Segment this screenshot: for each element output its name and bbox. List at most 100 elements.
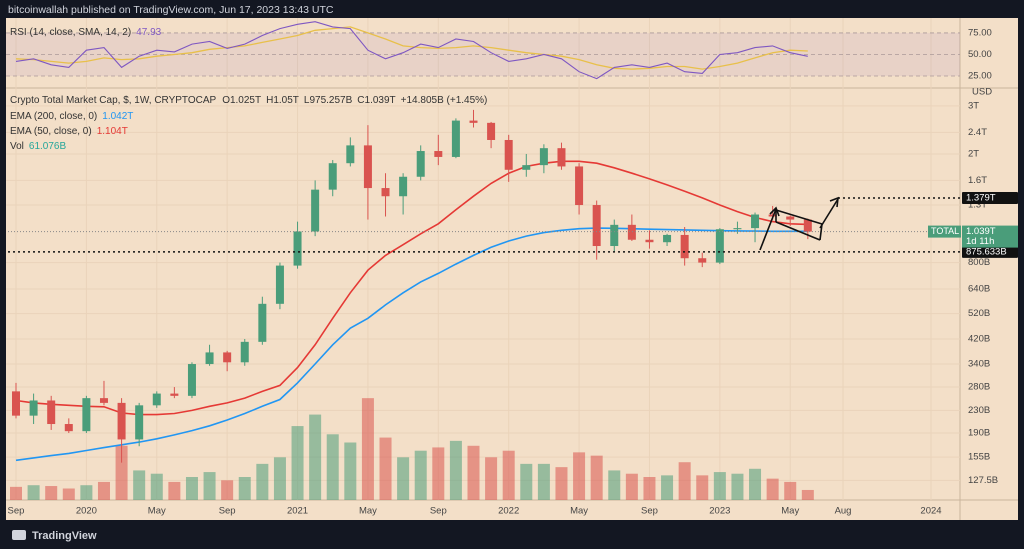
volume-bar xyxy=(678,462,691,500)
x-tick-label: Sep xyxy=(430,506,447,517)
rsi-tick-label: 25.00 xyxy=(968,71,992,82)
target-arrow-head xyxy=(829,196,839,208)
legend-name: Vol xyxy=(10,141,24,152)
legend-value: 1.104T xyxy=(97,126,128,137)
volume-bar xyxy=(696,475,709,500)
candle-body xyxy=(434,151,443,157)
volume-bar xyxy=(573,452,586,500)
volume-bar xyxy=(238,477,251,500)
volume-bar xyxy=(221,480,234,500)
currency-label: USD xyxy=(972,87,992,98)
rsi-legend: RSI (14, close, SMA, 14, 2) 47.93 xyxy=(10,27,162,38)
y-tick-label: 520B xyxy=(968,308,990,319)
last-name-tag xyxy=(928,225,961,238)
volume-bar xyxy=(326,434,339,500)
legend-value: 61.076B xyxy=(29,141,67,152)
x-tick-label: May xyxy=(359,506,377,517)
target-arrow xyxy=(819,198,839,229)
x-tick-label: 2020 xyxy=(76,506,97,517)
candle-body xyxy=(610,224,619,247)
x-tick-label: 2021 xyxy=(287,506,308,517)
candle-body xyxy=(645,239,654,243)
x-tick-label: May xyxy=(570,506,588,517)
ohlc-high: H1.05T xyxy=(266,95,299,106)
flag-top xyxy=(775,209,823,225)
legend-name: EMA (50, close, 0) xyxy=(10,126,92,137)
publish-info: bitcoinwallah published on TradingView.c… xyxy=(8,4,334,16)
candle-body xyxy=(698,258,707,263)
rsi-tick-label: 50.00 xyxy=(968,49,992,60)
volume-bar xyxy=(766,478,779,500)
y-tick-label: 1.6T xyxy=(968,175,987,186)
rsi-sma-line xyxy=(15,26,808,70)
y-tick-label: 280B xyxy=(968,382,990,393)
ohlc-change: +14.805B (+1.45%) xyxy=(401,95,488,106)
last-price: 1.039T xyxy=(966,226,996,237)
arrow-head xyxy=(769,206,780,217)
volume-bar xyxy=(520,463,533,500)
volume-bar xyxy=(273,457,286,500)
y-tick-label: 3T xyxy=(968,100,979,111)
volume-bar xyxy=(45,486,58,500)
ema50-legend: EMA (50, close, 0) 1.104T xyxy=(10,126,128,137)
volume-bar xyxy=(291,426,304,500)
volume-bar xyxy=(643,477,656,500)
x-tick-label: May xyxy=(781,506,799,517)
volume-bar xyxy=(361,398,374,500)
candle-body xyxy=(346,145,355,164)
ohlc-open: O1.025T xyxy=(222,95,261,106)
indicator-lines xyxy=(15,160,808,462)
volume-bar xyxy=(309,414,322,500)
volume-bar xyxy=(590,455,603,500)
candle-body xyxy=(381,188,390,197)
volume-bar xyxy=(27,485,40,500)
volume-bar xyxy=(432,447,445,500)
candles xyxy=(12,109,812,463)
candle-body xyxy=(416,151,425,177)
symbol-title: Crypto Total Market Cap, $, 1W, CRYPTOCA… xyxy=(10,95,217,106)
y-tick-label: 800B xyxy=(968,257,990,268)
volume-bar xyxy=(467,445,480,500)
y-tick-label: 340B xyxy=(968,359,990,370)
volume-bar xyxy=(414,450,427,500)
candle-body xyxy=(275,265,284,304)
volume-bar xyxy=(449,440,462,500)
x-tick-label: Sep xyxy=(219,506,236,517)
volume-bar xyxy=(115,445,128,500)
candle-body xyxy=(680,234,689,259)
level-label: 1.379T xyxy=(966,193,996,204)
candle-body xyxy=(64,424,73,432)
candle-body xyxy=(399,176,408,197)
candle-body xyxy=(627,224,636,240)
x-tick-label: Sep xyxy=(8,506,25,517)
logo xyxy=(12,530,26,540)
candle-body xyxy=(258,303,267,342)
candle-body xyxy=(592,205,601,247)
flag-drawing xyxy=(759,196,839,251)
candle-body xyxy=(205,352,214,365)
rsi-tick-label: 75.00 xyxy=(968,27,992,38)
candle-body xyxy=(152,393,161,406)
candle-body xyxy=(487,122,496,140)
volume-bar xyxy=(555,467,568,500)
x-tick-label: 2024 xyxy=(920,506,941,517)
candle-body xyxy=(328,163,337,190)
y-tick-label: 190B xyxy=(968,428,990,439)
candle-body xyxy=(135,405,144,440)
x-tick-label: May xyxy=(148,506,166,517)
volume-bar xyxy=(502,450,515,500)
y-tick-label: 420B xyxy=(968,333,990,344)
volume-bar xyxy=(731,473,744,500)
candle-body xyxy=(803,219,812,232)
candle-body xyxy=(504,139,513,170)
symbol-info: Crypto Total Market Cap, $, 1W, CRYPTOCA… xyxy=(10,95,487,106)
volume-bar xyxy=(608,470,621,500)
candle-body xyxy=(117,402,126,440)
labels: 127.5B 155B 190B 230B 280B 340B 420B 520B 640B 80… xyxy=(8,100,1018,517)
candle-body xyxy=(29,400,38,416)
ema-line xyxy=(15,227,808,462)
ema-line xyxy=(15,160,808,416)
level-tag xyxy=(962,192,1018,205)
